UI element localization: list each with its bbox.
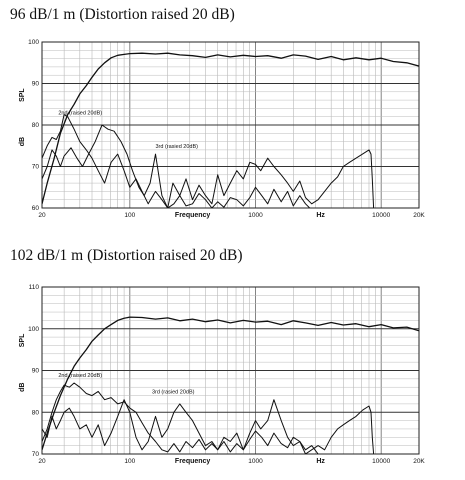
series-line-3rd [42, 399, 375, 454]
x-tick-label: 100 [124, 458, 135, 465]
chart2-grid [41, 286, 420, 455]
y-tick-label: 80 [32, 122, 40, 129]
x-tick-label: 20 [38, 212, 46, 219]
y-tick-label: 80 [32, 409, 40, 416]
y-tick-label: 60 [32, 205, 40, 212]
y-tick-label: 110 [29, 284, 40, 291]
chart1-frame [41, 41, 420, 209]
y-tick-label: 100 [28, 326, 39, 333]
series-line-fundamental [42, 52, 419, 204]
chart1-plot: 20 100 1000 10000 20K 60 70 80 90 100 Frequency Hz S… [19, 39, 425, 219]
series-line-fundamental [42, 316, 419, 450]
chart2-frame [41, 286, 420, 455]
series-annotation: 3rd (rasied 20dB) [152, 389, 195, 395]
series-line-2nd [42, 114, 311, 208]
x-tick-label: 100 [124, 212, 135, 219]
series-annotation: 2nd (raised 20dB) [58, 111, 102, 117]
y-tick-label: 100 [28, 39, 39, 46]
y-axis-unit: dB [19, 383, 26, 392]
y-axis-unit: dB [19, 137, 26, 146]
series-annotation: 3rd (rasied 20dB) [155, 144, 198, 150]
chart1-series [42, 52, 419, 208]
x-tick-label: 20K [413, 212, 425, 219]
series-line-3rd [42, 124, 375, 208]
series-line-2nd [42, 382, 319, 454]
x-tick-label: 1000 [248, 212, 263, 219]
x-tick-label: 1000 [248, 458, 263, 465]
x-tick-label: 20K [413, 458, 425, 465]
series-annotation: 2nd (raised 20dB) [58, 373, 102, 379]
chart1-title: 96 dB/1 m (Distortion raised 20 dB) [10, 6, 235, 23]
x-axis-unit: Hz [316, 458, 325, 465]
chart2-series [42, 316, 419, 454]
chart2-title: 102 dB/1 m (Distortion raised 20 dB) [10, 247, 243, 264]
y-axis-label: SPL [19, 333, 26, 347]
x-tick-label: 20 [38, 458, 46, 465]
y-axis-label: SPL [19, 88, 26, 102]
y-tick-label: 90 [32, 81, 40, 88]
x-tick-label: 10000 [372, 458, 390, 465]
x-axis-label: Frequency [175, 212, 211, 219]
x-axis-label: Frequency [175, 458, 211, 465]
y-tick-label: 90 [32, 368, 40, 375]
x-tick-label: 10000 [372, 212, 390, 219]
y-tick-label: 70 [32, 451, 40, 458]
x-axis-unit: Hz [316, 212, 325, 219]
y-tick-label: 70 [32, 164, 40, 171]
